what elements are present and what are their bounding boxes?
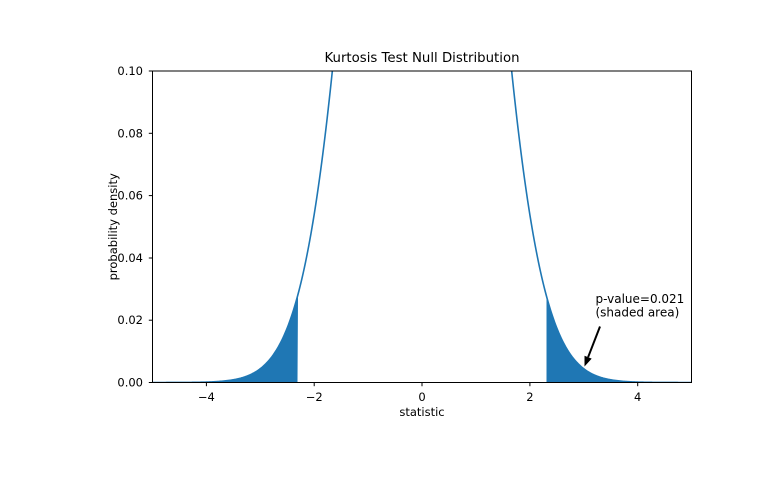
- y-axis-label: probability density: [106, 173, 120, 280]
- p-value-annotation-line2: (shaded area): [596, 306, 680, 320]
- p-value-annotation: p-value=0.021 (shaded area): [584, 292, 685, 367]
- axes-background: [152, 71, 692, 383]
- x-tick-label-4: 4: [634, 390, 641, 404]
- chart-title: Kurtosis Test Null Distribution: [324, 51, 519, 66]
- annotation-arrow-head-icon: [584, 355, 592, 367]
- y-tick-label-006: 0.06: [117, 189, 143, 203]
- x-axis-label: statistic: [399, 405, 444, 419]
- x-tick-label-minus4: −4: [198, 390, 215, 404]
- x-tick-label-minus2: −2: [306, 390, 323, 404]
- y-tick-label-000: 0.00: [117, 376, 143, 390]
- x-tick-marks: [205, 382, 639, 387]
- y-tick-label-004: 0.04: [117, 251, 143, 265]
- shaded-tail-left: [152, 294, 299, 383]
- shaded-tail-right: [546, 296, 692, 383]
- x-tick-label-2: 2: [526, 390, 533, 404]
- y-tick-label-008: 0.08: [117, 126, 143, 140]
- annotation-arrow-shaft: [587, 326, 601, 358]
- axes-frame: [152, 70, 692, 383]
- y-tick-label-002: 0.02: [117, 313, 143, 327]
- x-tick-label-0: 0: [418, 390, 425, 404]
- density-curve: [152, 71, 692, 383]
- y-tick-label-010: 0.10: [117, 64, 143, 78]
- p-value-annotation-line1: p-value=0.021: [596, 292, 685, 306]
- y-tick-marks: [148, 70, 153, 383]
